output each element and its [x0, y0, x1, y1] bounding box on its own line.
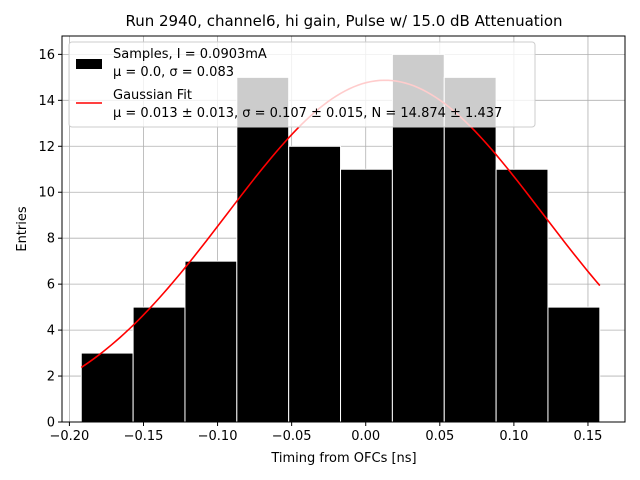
y-tick-label: 16 — [38, 48, 55, 63]
y-tick-label: 10 — [38, 186, 55, 201]
legend-samples-swatch — [76, 59, 102, 69]
x-tick-label: −0.20 — [49, 429, 89, 444]
x-tick-label: 0.15 — [573, 429, 602, 444]
histogram-bar — [132, 306, 186, 423]
chart-title: Run 2940, channel6, hi gain, Pulse w/ 15… — [125, 12, 562, 30]
histogram-bar — [443, 76, 497, 423]
x-tick-label: −0.15 — [124, 429, 164, 444]
y-tick-label: 6 — [47, 278, 55, 293]
y-axis-ticks: 0 2 4 6 8 10 12 14 16 — [38, 48, 62, 431]
y-tick-label: 8 — [47, 232, 55, 247]
x-tick-label: −0.05 — [272, 429, 312, 444]
histogram-bar — [495, 168, 549, 423]
x-tick-label: 0.05 — [425, 429, 454, 444]
y-tick-label: 14 — [38, 94, 55, 109]
legend-samples-stats: μ = 0.0, σ = 0.083 — [113, 65, 234, 80]
histogram-bar — [547, 306, 601, 423]
histogram-bars — [80, 53, 601, 423]
y-tick-label: 4 — [47, 324, 55, 339]
histogram-bar — [288, 145, 342, 423]
legend-box — [68, 41, 536, 128]
histogram-bar — [236, 76, 290, 423]
x-axis-label: Timing from OFCs [ns] — [270, 451, 416, 466]
legend: Samples, I = 0.0903mA μ = 0.0, σ = 0.083… — [68, 41, 536, 128]
x-tick-label: 0.00 — [351, 429, 380, 444]
x-tick-label: 0.10 — [499, 429, 528, 444]
y-axis-label: Entries — [15, 206, 30, 252]
x-tick-label: −0.10 — [198, 429, 238, 444]
legend-samples-label: Samples, I = 0.0903mA — [113, 47, 267, 62]
legend-fit-stats: μ = 0.013 ± 0.013, σ = 0.107 ± 0.015, N … — [113, 106, 502, 121]
legend-fit-label: Gaussian Fit — [113, 88, 192, 103]
plot-frame — [61, 35, 626, 423]
y-tick-label: 12 — [38, 140, 55, 155]
histogram-bar — [80, 352, 134, 423]
histogram-bar — [184, 260, 238, 423]
y-tick-label: 2 — [47, 370, 55, 385]
y-tick-label: 0 — [47, 416, 55, 431]
x-axis-ticks: −0.20 −0.15 −0.10 −0.05 0.00 0.05 0.10 0.15 — [49, 422, 602, 444]
histogram-bar — [340, 168, 393, 423]
